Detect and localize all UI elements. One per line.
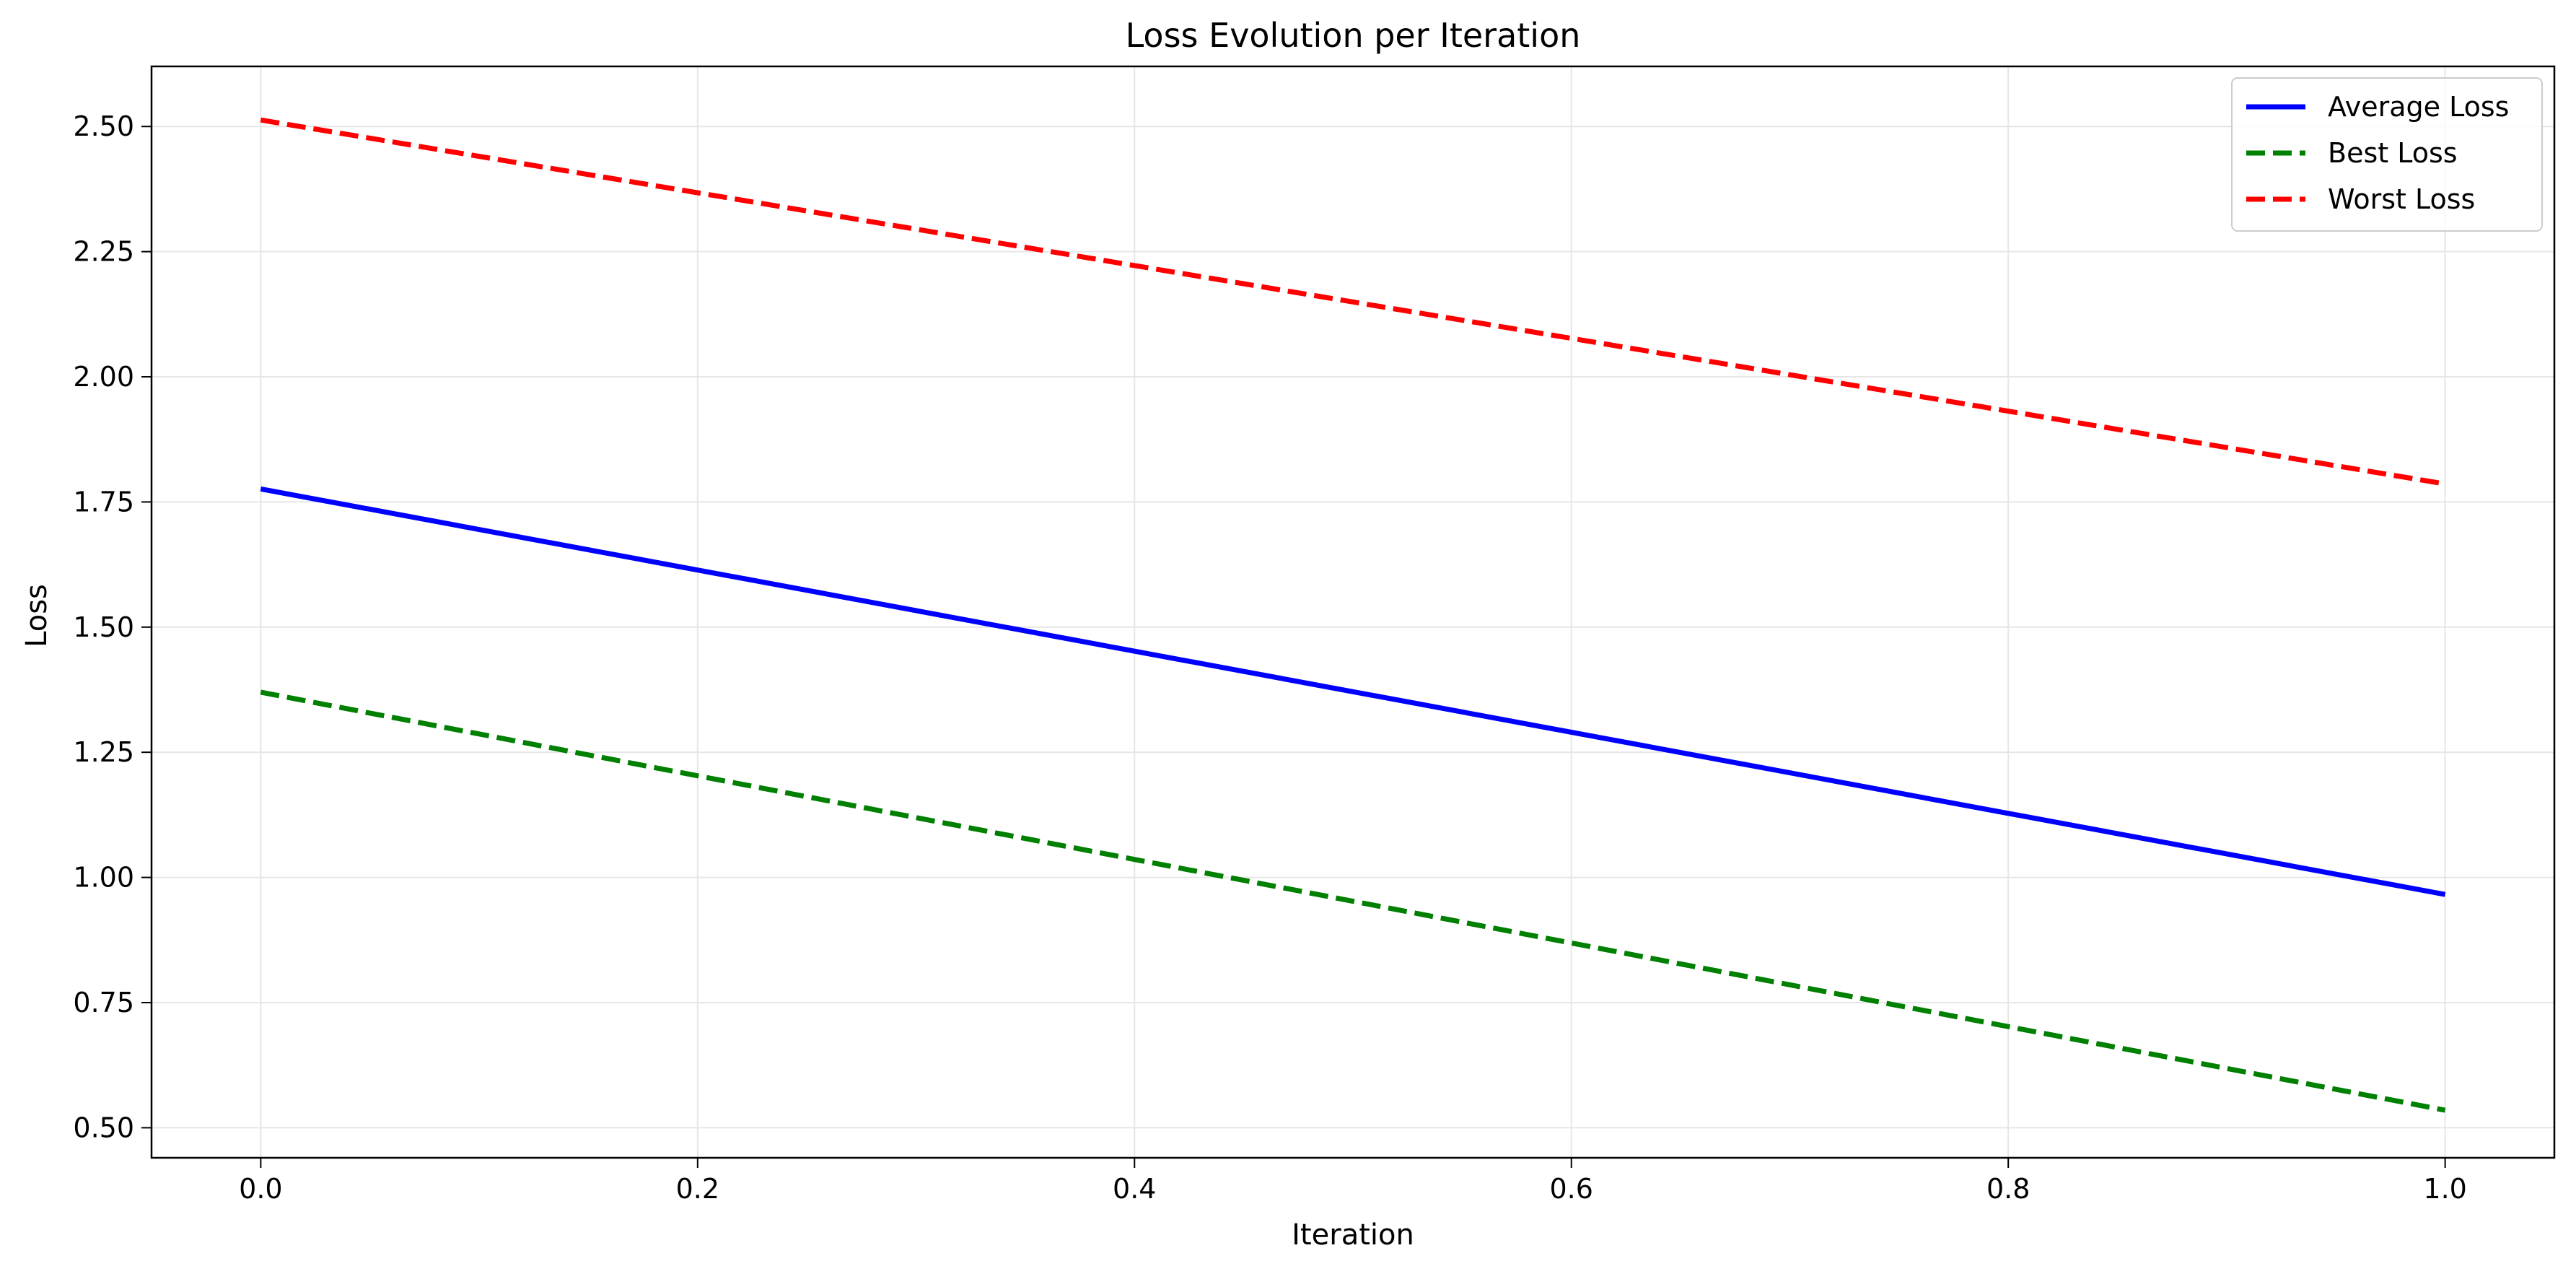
chart-title: Loss Evolution per Iteration <box>1126 16 1581 55</box>
plot-area-frame <box>150 65 2556 1159</box>
x-tick-label: 0.4 <box>1113 1173 1156 1205</box>
y-tick-label: 1.75 <box>73 486 134 518</box>
legend: Average Loss Best Loss Worst Loss <box>2231 77 2543 232</box>
x-tick-label: 0.8 <box>1986 1173 2030 1205</box>
y-tick-label: 1.25 <box>73 736 134 768</box>
series-lines <box>260 117 2446 1113</box>
y-tick-label: 2.00 <box>73 361 134 393</box>
y-tick-label: 1.50 <box>73 611 134 643</box>
grid-lines <box>152 66 2554 1158</box>
average-loss-line <box>260 486 2446 897</box>
worst-loss-line <box>260 117 2446 487</box>
y-tick-label: 0.50 <box>73 1112 134 1143</box>
y-tick-label: 2.50 <box>73 110 134 142</box>
y-tick-label: 0.75 <box>73 987 134 1018</box>
y-tick-label: 2.25 <box>73 236 134 268</box>
best-loss-line <box>260 689 2446 1113</box>
legend-box <box>2231 77 2543 232</box>
x-axis-label: Iteration <box>1292 1218 1414 1252</box>
y-axis-ticks: 0.50 0.75 1.00 1.25 1.50 1.75 2.00 2.25 2.50 <box>73 110 152 1143</box>
x-tick-label: 1.0 <box>2423 1173 2466 1205</box>
legend-label-average-loss: Average Loss <box>2328 91 2509 123</box>
x-axis-ticks: 0.0 0.2 0.4 0.6 0.8 1.0 <box>239 1158 2467 1205</box>
legend-label-best-loss: Best Loss <box>2328 137 2458 169</box>
y-tick-label: 1.00 <box>73 862 134 894</box>
y-axis-label: Loss <box>20 584 53 647</box>
x-tick-label: 0.0 <box>239 1173 282 1205</box>
x-tick-label: 0.2 <box>676 1173 719 1205</box>
legend-label-worst-loss: Worst Loss <box>2328 183 2475 215</box>
x-tick-label: 0.6 <box>1550 1173 1593 1205</box>
